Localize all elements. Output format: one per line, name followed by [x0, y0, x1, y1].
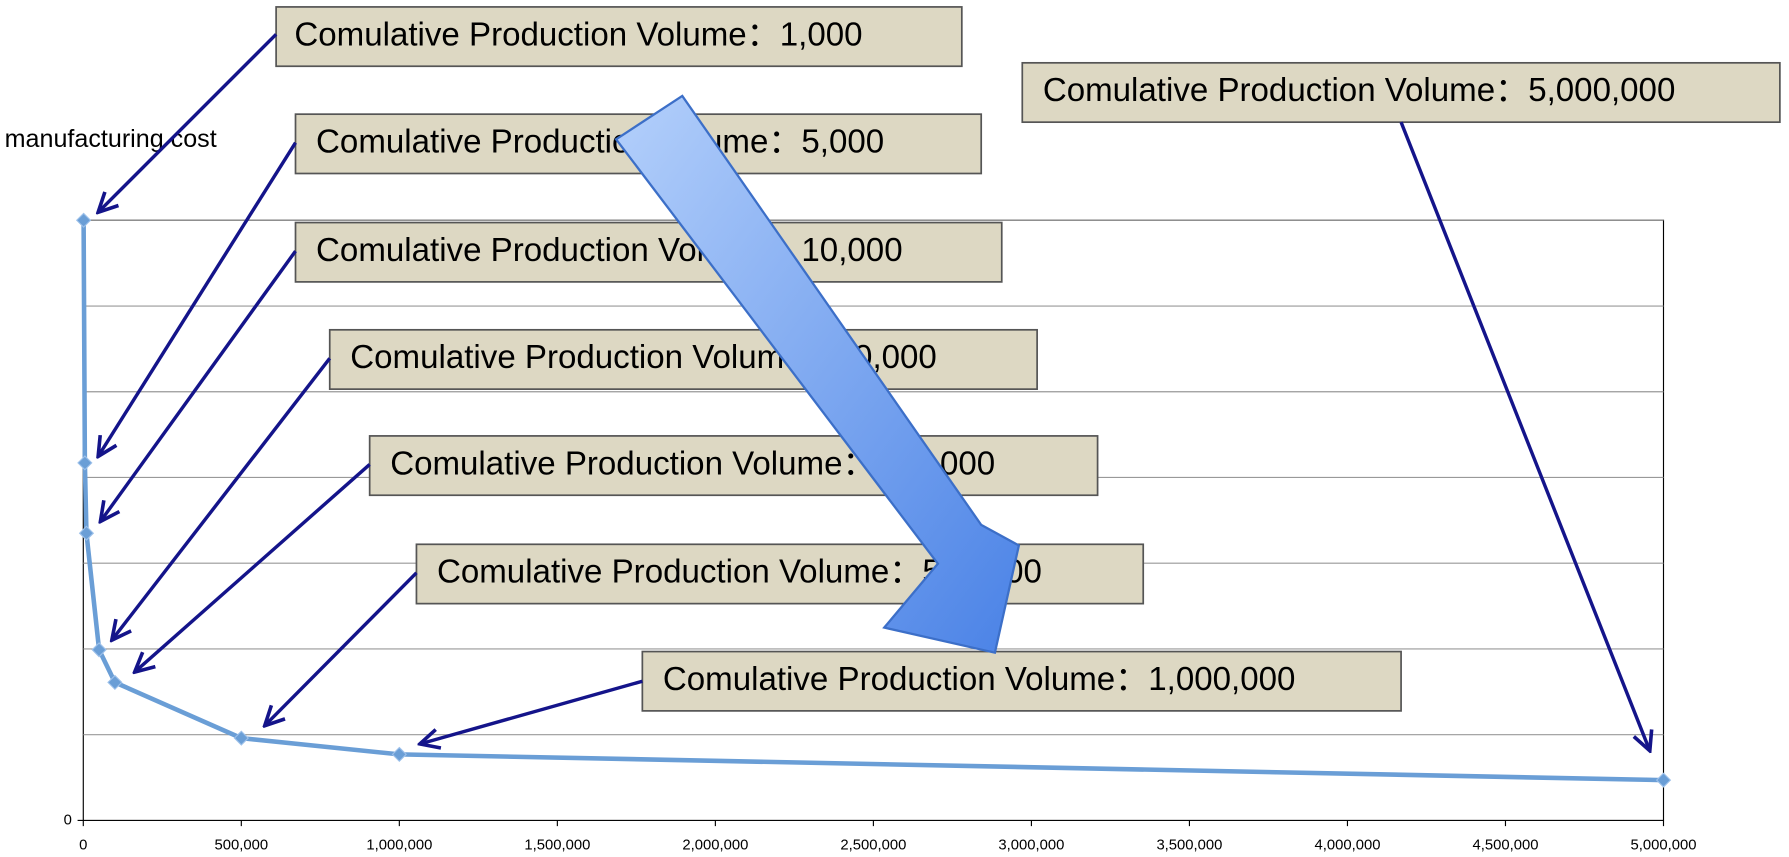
point-marker — [77, 213, 91, 227]
annotation-arrow — [98, 34, 276, 212]
annotation-text: Comulative Production Volume：10,000 — [316, 232, 903, 269]
x-tick-label: 5,000,000 — [1631, 837, 1697, 853]
x-tick-label: 1,000,000 — [366, 837, 432, 853]
x-tick-label: 4,500,000 — [1472, 837, 1538, 853]
x-tick-label: 2,500,000 — [840, 837, 906, 853]
annotation-text: Comulative Production Volume：5,000,000 — [1043, 72, 1676, 109]
plot-area — [83, 220, 1663, 820]
chart: manufacturing cost 00 500,000 1,000,000 1,5… — [0, 0, 1789, 857]
x-tick-label: 3,500,000 — [1156, 837, 1222, 853]
annotation-text: Comulative Production Volume：1,000,000 — [663, 661, 1296, 698]
x-tick-label: 2,000,000 — [682, 837, 748, 853]
x-tick-label: 0 — [79, 837, 87, 853]
point-marker — [234, 731, 248, 745]
x-tick-label: 3,000,000 — [998, 837, 1064, 853]
annotation-text: Comulative Production Volume：1,000 — [294, 16, 862, 53]
annotation-arrow — [98, 143, 295, 457]
x-tick-label: 1,500,000 — [524, 837, 590, 853]
annotation-text: Comulative Production Volume：5,000 — [316, 124, 884, 161]
point-marker — [1657, 773, 1671, 787]
y-tick-label: 0 — [64, 812, 72, 828]
point-marker — [392, 748, 406, 762]
x-tick-label: 500,000 — [215, 837, 269, 853]
annotation-arrow — [100, 251, 295, 521]
annotation-arrow — [1401, 122, 1650, 751]
annotation-arrow — [135, 464, 370, 672]
point-marker — [80, 526, 94, 540]
y-axis-label: manufacturing cost — [5, 125, 217, 153]
point-marker — [78, 456, 92, 470]
x-tick-label: 4,000,000 — [1314, 837, 1380, 853]
